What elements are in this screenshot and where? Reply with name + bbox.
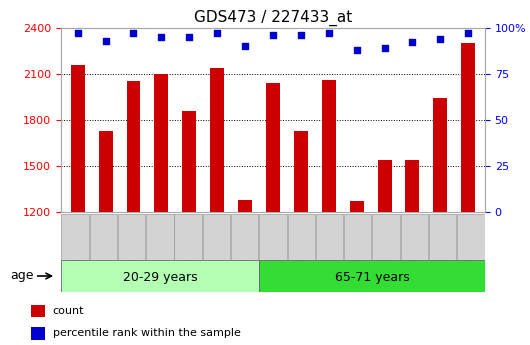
Bar xyxy=(210,68,224,345)
Point xyxy=(74,30,82,36)
Text: 20-29 years: 20-29 years xyxy=(122,271,197,284)
Bar xyxy=(457,214,484,260)
Point xyxy=(269,32,277,38)
Point xyxy=(157,34,165,40)
Text: count: count xyxy=(53,306,84,316)
Point xyxy=(436,36,445,41)
Bar xyxy=(434,98,447,345)
Text: percentile rank within the sample: percentile rank within the sample xyxy=(53,328,241,338)
Bar xyxy=(70,65,85,345)
Point xyxy=(129,30,138,36)
Bar xyxy=(316,214,343,260)
Bar xyxy=(99,131,112,345)
Point xyxy=(381,45,389,51)
Point xyxy=(464,30,472,36)
Bar xyxy=(377,160,392,345)
Bar xyxy=(31,327,45,339)
Point xyxy=(241,43,249,49)
Point xyxy=(297,32,305,38)
Bar xyxy=(146,214,174,260)
Point xyxy=(213,30,222,36)
Bar xyxy=(154,74,169,345)
Bar xyxy=(405,160,419,345)
Bar xyxy=(259,260,485,292)
Bar xyxy=(231,214,259,260)
Bar xyxy=(202,214,230,260)
Bar xyxy=(118,214,145,260)
Point xyxy=(352,47,361,52)
Bar xyxy=(344,214,372,260)
Bar xyxy=(429,214,456,260)
Point xyxy=(101,38,110,43)
Bar xyxy=(61,260,259,292)
Bar xyxy=(259,214,287,260)
Bar xyxy=(90,214,117,260)
Bar xyxy=(401,214,428,260)
Bar xyxy=(61,214,89,260)
Point xyxy=(408,40,417,45)
Bar xyxy=(182,111,196,345)
Point xyxy=(185,34,193,40)
Bar xyxy=(238,200,252,345)
Bar xyxy=(174,214,202,260)
Bar xyxy=(461,43,475,345)
Text: age: age xyxy=(10,269,33,283)
Bar xyxy=(31,305,45,317)
Bar xyxy=(322,80,335,345)
Bar xyxy=(287,214,315,260)
Bar xyxy=(266,83,280,345)
Bar xyxy=(294,131,308,345)
Bar xyxy=(127,81,140,345)
Bar xyxy=(372,214,400,260)
Point xyxy=(324,30,333,36)
Text: 65-71 years: 65-71 years xyxy=(334,271,409,284)
Bar xyxy=(350,201,364,345)
Title: GDS473 / 227433_at: GDS473 / 227433_at xyxy=(194,10,352,26)
